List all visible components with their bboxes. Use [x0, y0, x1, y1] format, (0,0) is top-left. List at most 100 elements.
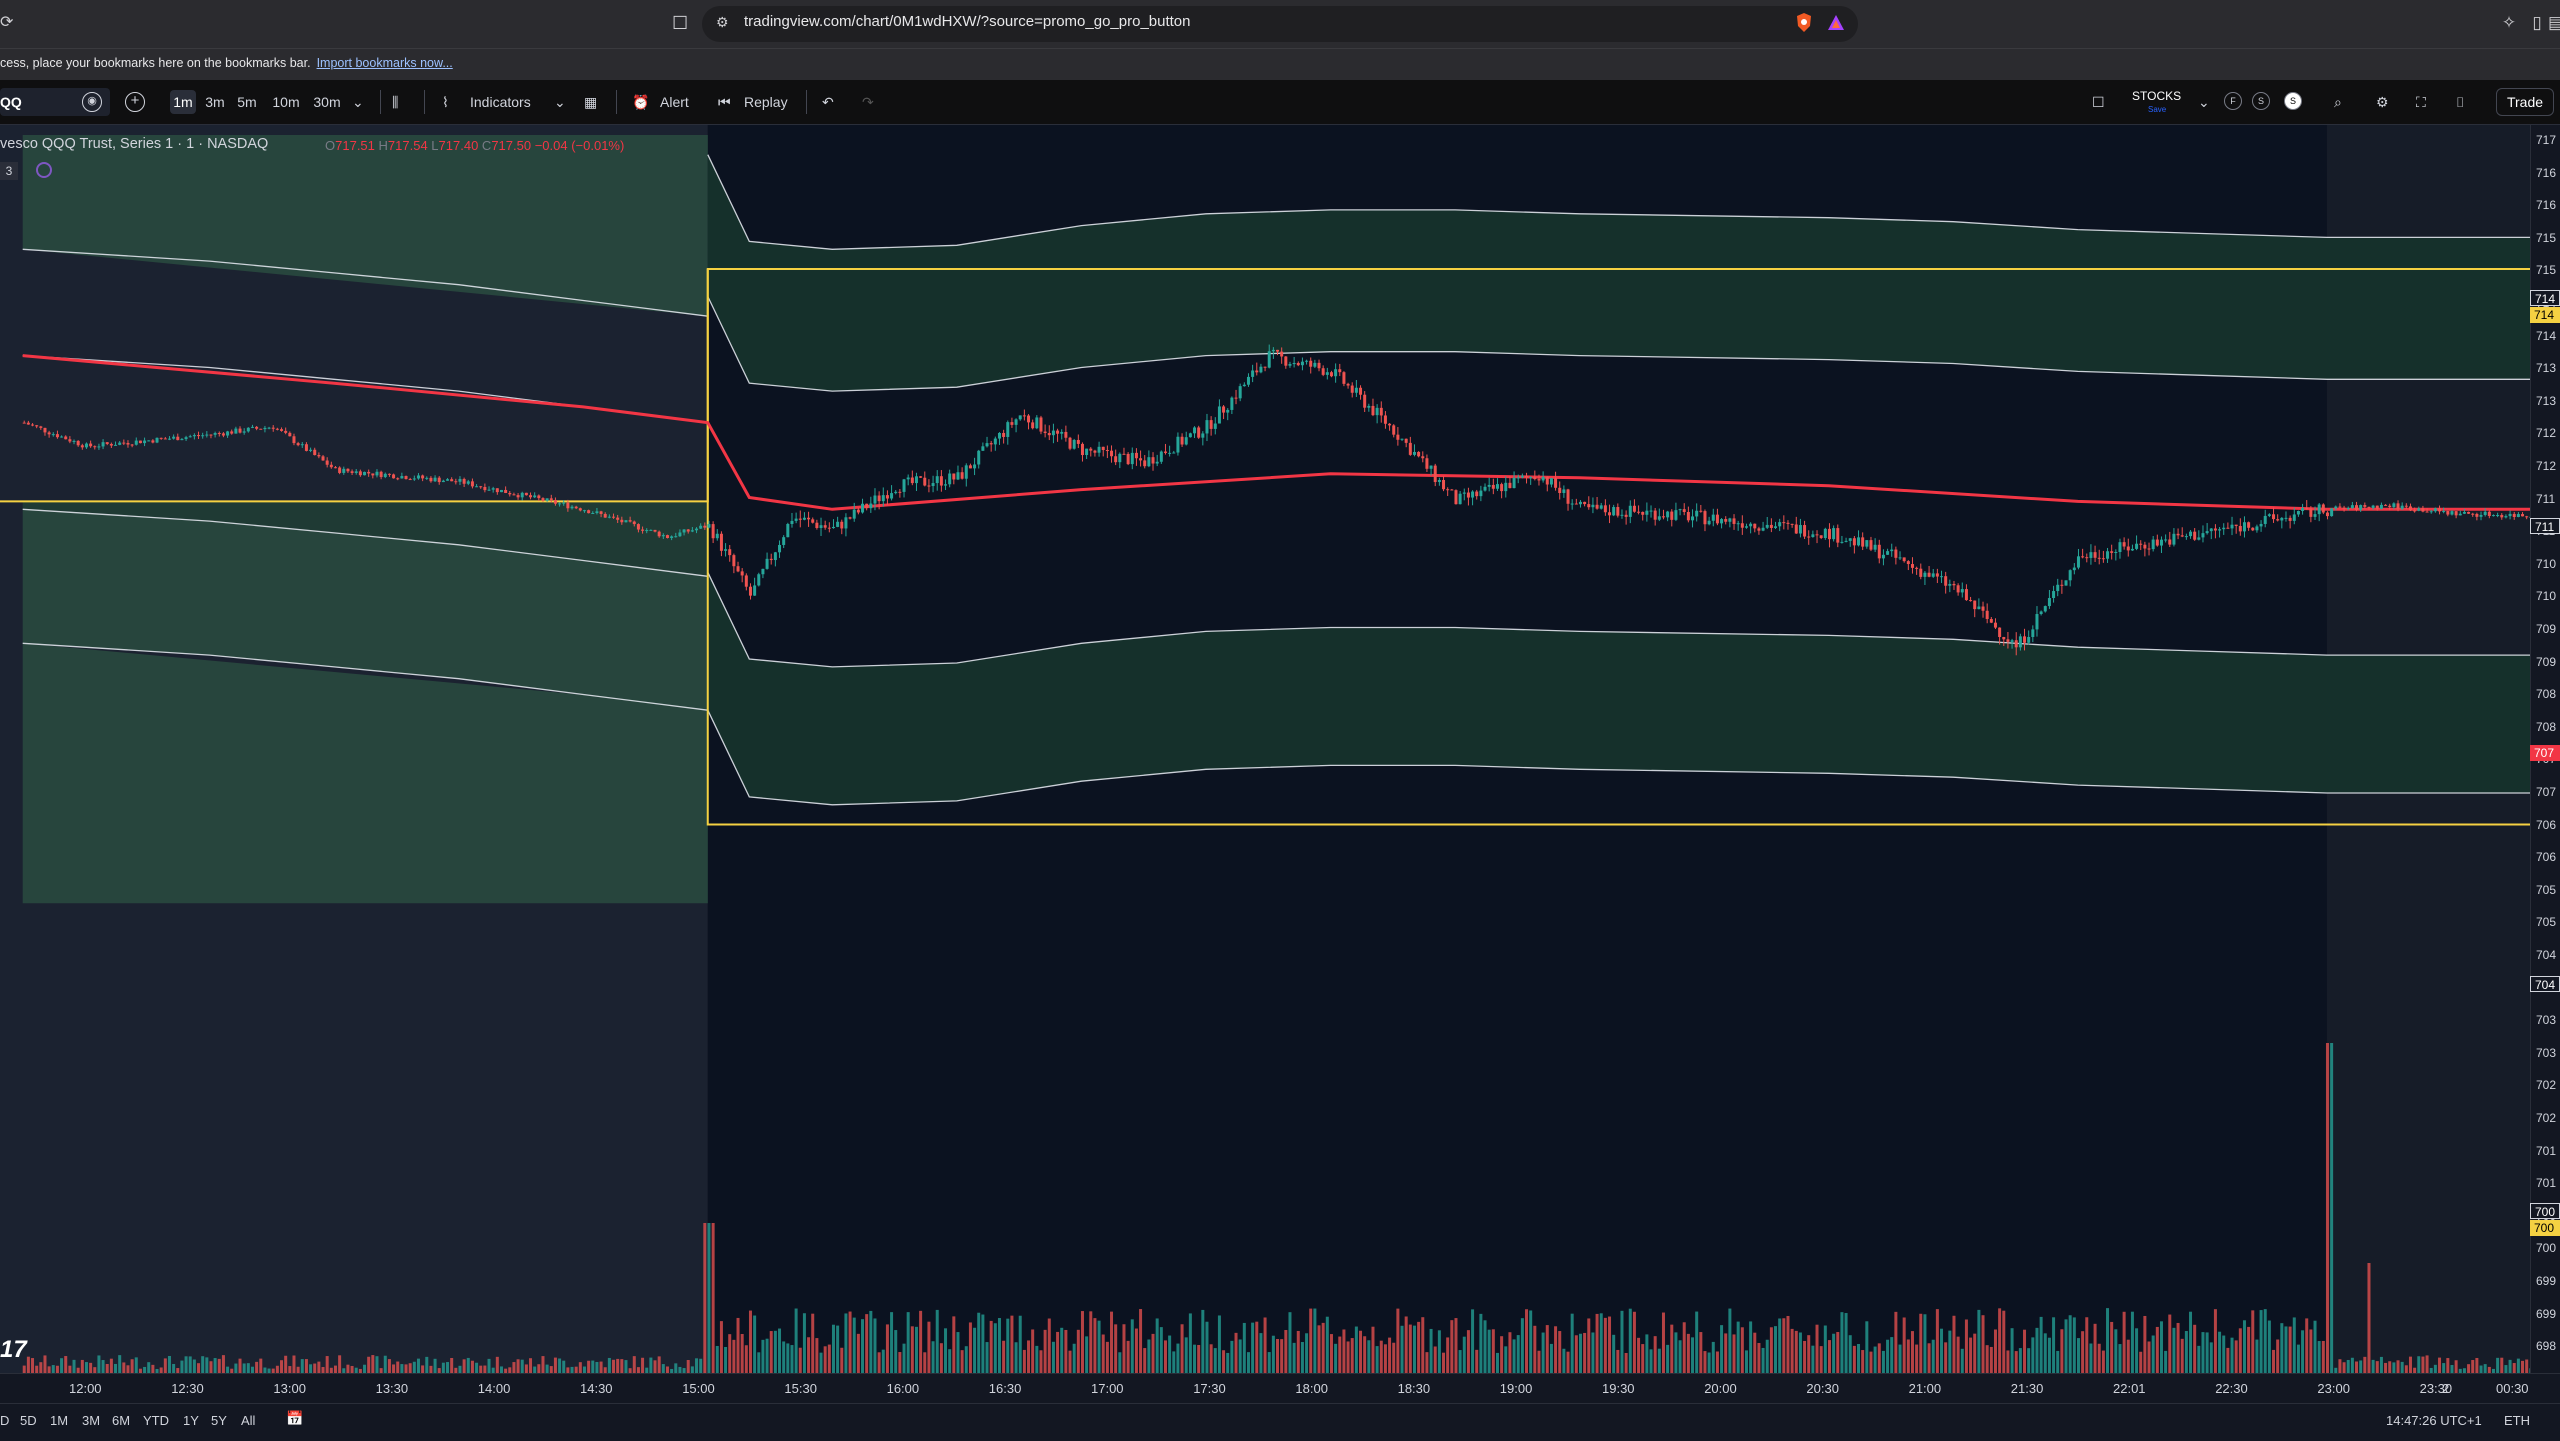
candle-body — [22, 422, 26, 424]
volume-bar — [682, 1368, 686, 1373]
volume-bar — [2309, 1329, 2313, 1373]
volume-bar — [325, 1356, 329, 1373]
fullscreen-icon[interactable]: ⛶ — [2416, 94, 2426, 110]
extensions-icon[interactable]: ✧ — [2501, 13, 2517, 32]
range-button-1m[interactable]: 1M — [50, 1413, 69, 1428]
redo-icon[interactable]: ↷ — [862, 94, 874, 110]
wallet-icon[interactable]: ▤ — [2548, 13, 2560, 32]
import-bookmarks-link[interactable]: Import bookmarks now... — [316, 56, 453, 70]
candle-body — [2201, 533, 2205, 538]
volume-bar — [288, 1366, 292, 1373]
indicator-count-badge[interactable]: 3 — [0, 162, 18, 180]
volume-bar — [582, 1366, 586, 1373]
settings-gear-icon[interactable]: ⚙ — [2376, 94, 2389, 110]
trade-button[interactable]: Trade — [2496, 88, 2554, 116]
date-range-icon[interactable]: 📅 — [286, 1410, 304, 1426]
price-chart[interactable] — [0, 125, 2530, 1373]
price-tick-label: 701 — [2536, 1143, 2557, 1158]
range-button-1y[interactable]: 1Y — [183, 1413, 199, 1428]
candle-body — [1682, 509, 1686, 512]
volume-bar — [2417, 1356, 2421, 1373]
symbol-eye-icon[interactable]: ◉ — [82, 92, 102, 112]
indicators-icon[interactable]: ⌇ — [442, 94, 449, 110]
address-bar[interactable] — [702, 6, 1858, 42]
site-info-icon[interactable]: ⚙ — [716, 14, 729, 30]
camera-icon[interactable]: ⌷ — [2456, 94, 2465, 110]
range-button-5d[interactable]: 5D — [20, 1413, 37, 1428]
timeframe-1m[interactable]: 1m — [170, 90, 196, 114]
time-axis[interactable] — [0, 1373, 2560, 1404]
volume-bar — [255, 1361, 259, 1373]
session-s-button[interactable]: S — [2252, 92, 2270, 110]
candle-body — [2529, 516, 2530, 518]
candle-body — [288, 432, 292, 437]
stocks-dropdown-icon[interactable]: ⌄ — [2198, 94, 2210, 110]
indicator-settings-icon[interactable] — [36, 162, 52, 178]
sidebar-icon[interactable]: ▯ — [2532, 13, 2542, 32]
alert-button[interactable]: Alert — [660, 94, 689, 110]
session-toggle[interactable]: ETH — [2504, 1413, 2530, 1428]
price-tick-label: 710 — [2536, 589, 2557, 604]
url-text[interactable]: tradingview.com/chart/0M1wdHXW/?source=p… — [744, 13, 1191, 30]
range-button-all[interactable]: All — [241, 1413, 256, 1428]
candle-body — [574, 506, 578, 509]
checkbox-icon[interactable]: ☐ — [2092, 94, 2105, 110]
volume-bar — [840, 1347, 844, 1373]
timeframe-10m[interactable]: 10m — [272, 94, 300, 110]
range-button-ytd[interactable]: YTD — [143, 1413, 169, 1428]
price-tick-label: 716 — [2536, 165, 2557, 180]
volume-bar — [1545, 1325, 1549, 1373]
bookmark-icon[interactable]: ☐ — [672, 13, 689, 33]
candle-body — [2106, 551, 2110, 559]
timeframe-5m[interactable]: 5m — [237, 94, 257, 110]
rewards-icon[interactable] — [1826, 12, 1846, 34]
brave-shield-icon[interactable] — [1794, 12, 1814, 34]
candle-body — [1255, 370, 1259, 373]
volume-bar — [2404, 1365, 2408, 1373]
volume-bar — [1184, 1337, 1188, 1373]
volume-bar — [952, 1316, 956, 1373]
volume-bar — [1778, 1318, 1782, 1373]
symbol-label[interactable]: QQ — [0, 94, 22, 110]
volume-bar — [2139, 1351, 2143, 1373]
timeframe-dropdown-icon[interactable]: ⌄ — [352, 94, 364, 110]
legend-title[interactable]: vesco QQQ Trust, Series 1 · 1 · NASDAQ — [0, 136, 269, 152]
candle-body — [1765, 524, 1769, 528]
indicators-button[interactable]: Indicators — [470, 94, 531, 110]
candle-body — [1935, 573, 1939, 577]
range-button-d[interactable]: D — [0, 1413, 10, 1428]
volume-bar — [271, 1368, 275, 1373]
session-f-button[interactable]: F — [2224, 92, 2242, 110]
clock-text[interactable]: 14:47:26 UTC+1 — [2386, 1413, 2482, 1428]
candle-body — [416, 475, 420, 479]
stocks-label[interactable]: STOCKS — [2132, 89, 2182, 103]
volume-bar — [172, 1363, 176, 1373]
candle-body — [284, 430, 288, 433]
candle-body — [329, 464, 333, 468]
session-s-active-button[interactable]: S — [2284, 92, 2302, 110]
volume-bar — [1213, 1348, 1217, 1373]
range-button-6m[interactable]: 6M — [112, 1413, 131, 1428]
volume-bar — [1628, 1308, 1632, 1373]
replay-icon[interactable]: ⏮ — [718, 94, 731, 110]
range-button-5y[interactable]: 5Y — [211, 1413, 227, 1428]
candle-body — [1545, 476, 1549, 485]
rth-band-lower-1 — [707, 572, 2530, 668]
candle-body — [2143, 544, 2147, 549]
price-tick-label: 701 — [2536, 1176, 2557, 1191]
range-button-3m[interactable]: 3M — [82, 1413, 101, 1428]
undo-icon[interactable]: ↶ — [822, 94, 834, 110]
browser-back-icon[interactable]: ⟳ — [0, 14, 14, 31]
volume-bar — [333, 1365, 337, 1373]
replay-button[interactable]: Replay — [744, 94, 788, 110]
compare-symbol-icon[interactable]: + — [125, 92, 145, 112]
timeframe-3m[interactable]: 3m — [205, 94, 225, 110]
layouts-icon[interactable]: ▦ — [584, 94, 598, 110]
timeframe-30m[interactable]: 30m — [313, 94, 341, 110]
volume-bar — [425, 1356, 429, 1373]
indicators-dropdown-icon[interactable]: ⌄ — [554, 94, 566, 110]
zoom-search-icon[interactable]: ⌕ — [2334, 94, 2342, 110]
alert-icon[interactable]: ⏰ — [632, 94, 650, 110]
candle-type-icon[interactable]: ⫼ — [392, 94, 399, 110]
stocks-save-label[interactable]: Save — [2148, 105, 2167, 114]
